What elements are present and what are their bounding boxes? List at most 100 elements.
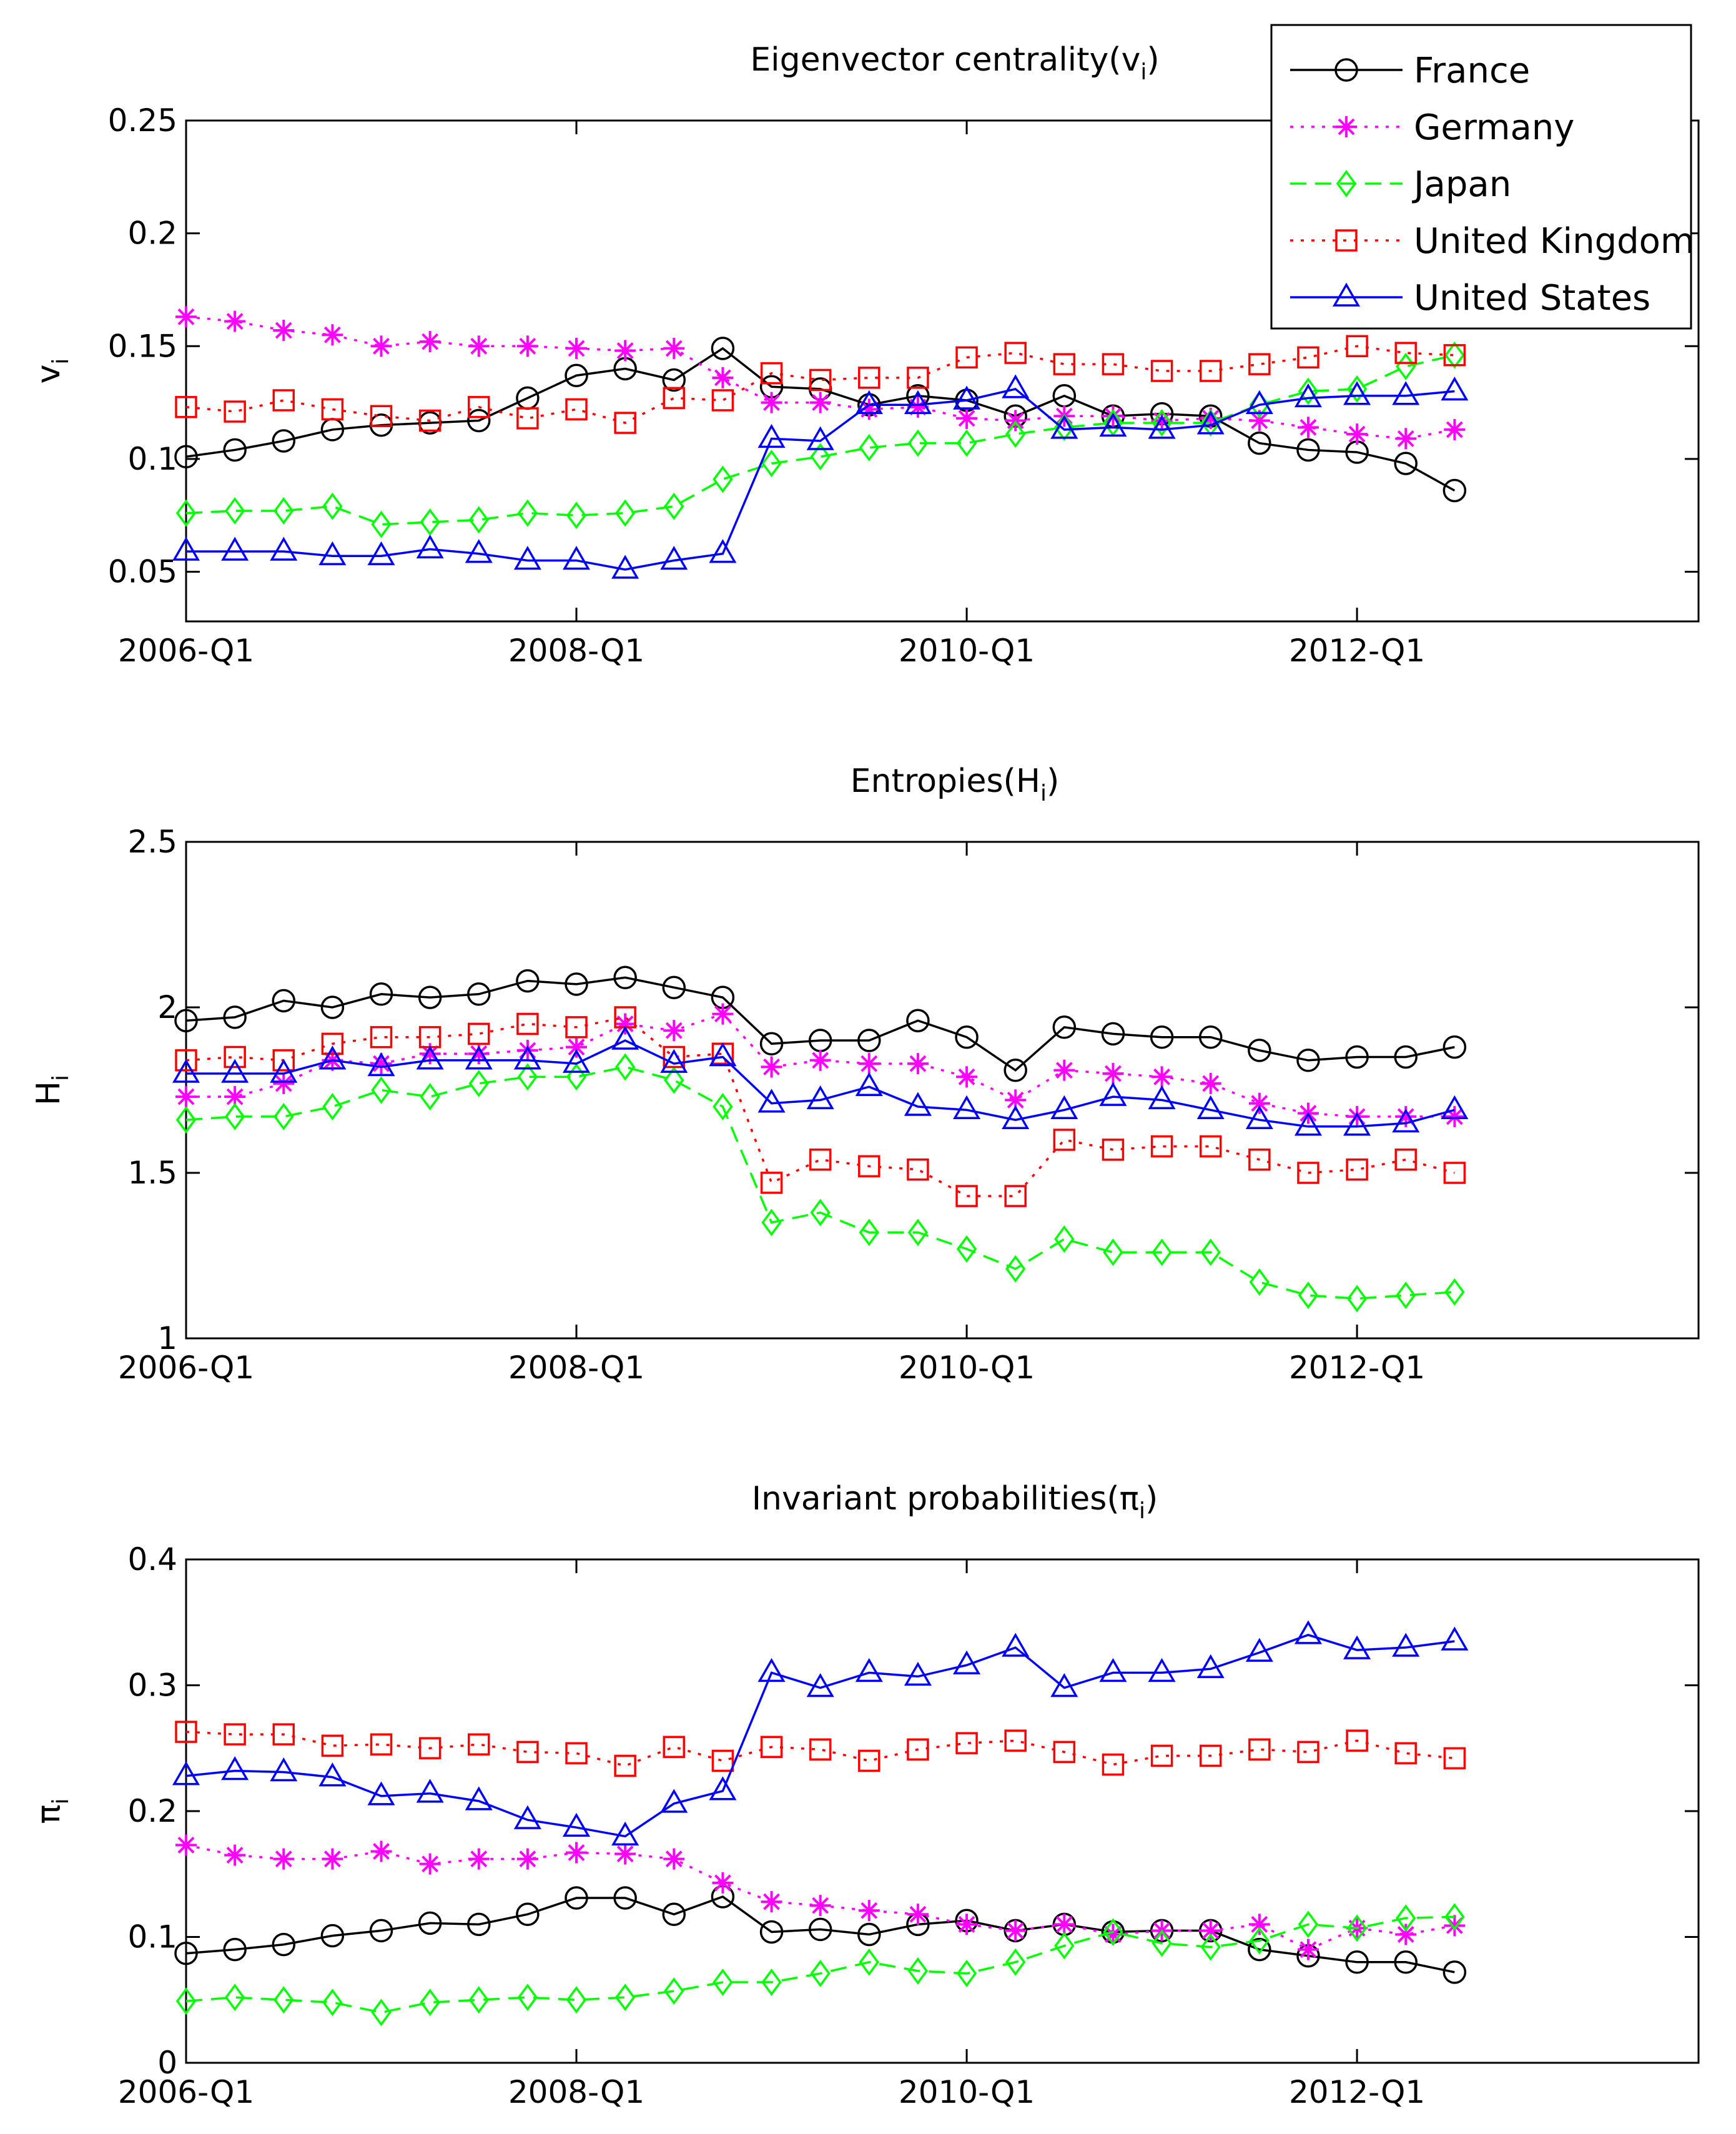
- y-axis-label: Hi: [30, 1075, 74, 1105]
- series-united-kingdom: [175, 335, 1466, 434]
- point-united-states: [904, 390, 932, 414]
- point-united-kingdom: [955, 346, 978, 369]
- point-united-kingdom: [370, 1025, 393, 1049]
- point-united-states: [1294, 1620, 1322, 1644]
- point-germany: [761, 1056, 782, 1078]
- point-germany: [956, 1914, 978, 1935]
- x-tick-label: 2006-Q1: [118, 633, 254, 669]
- point-united-kingdom: [272, 1049, 295, 1072]
- point-japan: [420, 1988, 440, 2017]
- point-united-states: [270, 1059, 298, 1083]
- point-united-kingdom: [1297, 1162, 1319, 1184]
- panel-1: 0.05 0.1 0.15 0.2 0.25 2006-Q1 2008-Q1 2010-Q1 2…: [30, 41, 1700, 669]
- series-united-states: [172, 1025, 1469, 1136]
- point-japan: [664, 1977, 684, 2005]
- point-japan: [1249, 1268, 1270, 1296]
- point-france: [711, 337, 735, 360]
- legend-label: Japan: [1412, 164, 1511, 205]
- point-united-kingdom: [1297, 346, 1319, 369]
- point-united-states: [1148, 1085, 1176, 1110]
- point-japan: [1298, 1910, 1319, 1939]
- point-japan: [274, 1986, 294, 2014]
- point-united-states: [1343, 381, 1371, 405]
- point-japan: [907, 1218, 929, 1247]
- point-united-states: [1196, 1654, 1225, 1679]
- point-germany: [1248, 410, 1270, 432]
- point-united-kingdom: [1443, 343, 1466, 367]
- point-japan: [224, 497, 245, 525]
- point-germany: [1297, 417, 1319, 438]
- point-united-states: [367, 541, 395, 565]
- point-germany: [273, 319, 295, 341]
- point-germany: [1444, 418, 1466, 440]
- point-france: [1443, 478, 1467, 503]
- point-united-states: [270, 536, 298, 561]
- series-japan: [175, 1903, 1465, 2027]
- point-france: [1198, 1025, 1223, 1049]
- point-japan: [371, 1076, 392, 1104]
- point-united-states: [953, 1650, 981, 1675]
- point-united-kingdom: [321, 1734, 344, 1757]
- point-germany: [1248, 1914, 1270, 1935]
- point-germany: [566, 337, 588, 359]
- y-tick-label: 2.5: [127, 824, 177, 860]
- point-united-states: [513, 1805, 541, 1829]
- point-united-states: [416, 534, 444, 559]
- point-united-kingdom: [663, 387, 686, 410]
- point-japan: [175, 499, 197, 527]
- point-japan: [1005, 1948, 1026, 1976]
- point-germany: [1395, 428, 1417, 450]
- series-line-germany: [186, 1012, 1455, 1118]
- point-germany: [1200, 1072, 1221, 1094]
- point-united-kingdom: [175, 396, 197, 418]
- point-united-kingdom: [1004, 1185, 1027, 1207]
- point-japan: [1346, 1285, 1368, 1313]
- point-germany: [1200, 1920, 1221, 1942]
- point-france: [1394, 1045, 1418, 1069]
- point-united-states: [1294, 1112, 1322, 1136]
- point-france: [759, 1920, 784, 1944]
- point-japan: [1200, 409, 1221, 437]
- point-united-states: [318, 1762, 347, 1787]
- point-united-kingdom: [1346, 335, 1368, 358]
- point-united-kingdom: [1394, 342, 1417, 364]
- point-united-kingdom: [614, 1754, 636, 1777]
- point-japan: [1298, 1282, 1319, 1310]
- point-united-kingdom: [1102, 353, 1125, 375]
- point-france: [1296, 1049, 1320, 1072]
- point-united-kingdom: [1297, 1741, 1319, 1764]
- point-united-kingdom: [858, 1155, 880, 1178]
- point-united-kingdom: [224, 400, 246, 423]
- point-united-states: [1392, 381, 1420, 405]
- point-united-states: [465, 1045, 493, 1070]
- point-united-states: [855, 390, 883, 414]
- panels: 0.05 0.1 0.15 0.2 0.25 2006-Q1 2008-Q1 2010-Q1 2…: [30, 41, 1700, 2110]
- point-united-states: [757, 1657, 786, 1682]
- point-united-states: [416, 1779, 444, 1803]
- point-japan: [1249, 1927, 1270, 1955]
- point-united-kingdom: [1248, 1149, 1271, 1171]
- point-united-kingdom: [1199, 1135, 1222, 1158]
- point-united-states: [367, 1781, 395, 1806]
- point-japan: [1005, 420, 1026, 448]
- point-united-kingdom: [1443, 1747, 1466, 1770]
- point-france: [565, 363, 588, 387]
- legend-marker: [1336, 116, 1357, 137]
- point-united-kingdom: [1053, 353, 1076, 375]
- point-united-kingdom: [370, 1733, 393, 1756]
- point-united-kingdom: [468, 1733, 490, 1756]
- point-united-states: [1441, 377, 1469, 401]
- series-line-france: [185, 976, 1455, 1072]
- point-united-kingdom: [1199, 1744, 1222, 1767]
- point-united-kingdom: [1248, 353, 1271, 375]
- series-united-states: [172, 374, 1469, 579]
- panel-2: 1 1.5 2 2.5 2006-Q1 2008-Q1 2010-Q1 2012-Q1 Entr…: [30, 763, 1700, 1386]
- legend-label: France: [1414, 51, 1530, 91]
- point-france: [418, 985, 442, 1009]
- point-united-kingdom: [955, 1185, 978, 1207]
- point-united-kingdom: [760, 1736, 783, 1758]
- series-line-france: [185, 1895, 1455, 1973]
- x-tick-label: 2010-Q1: [899, 633, 1035, 669]
- point-japan: [1152, 409, 1172, 437]
- point-united-states: [660, 1789, 688, 1813]
